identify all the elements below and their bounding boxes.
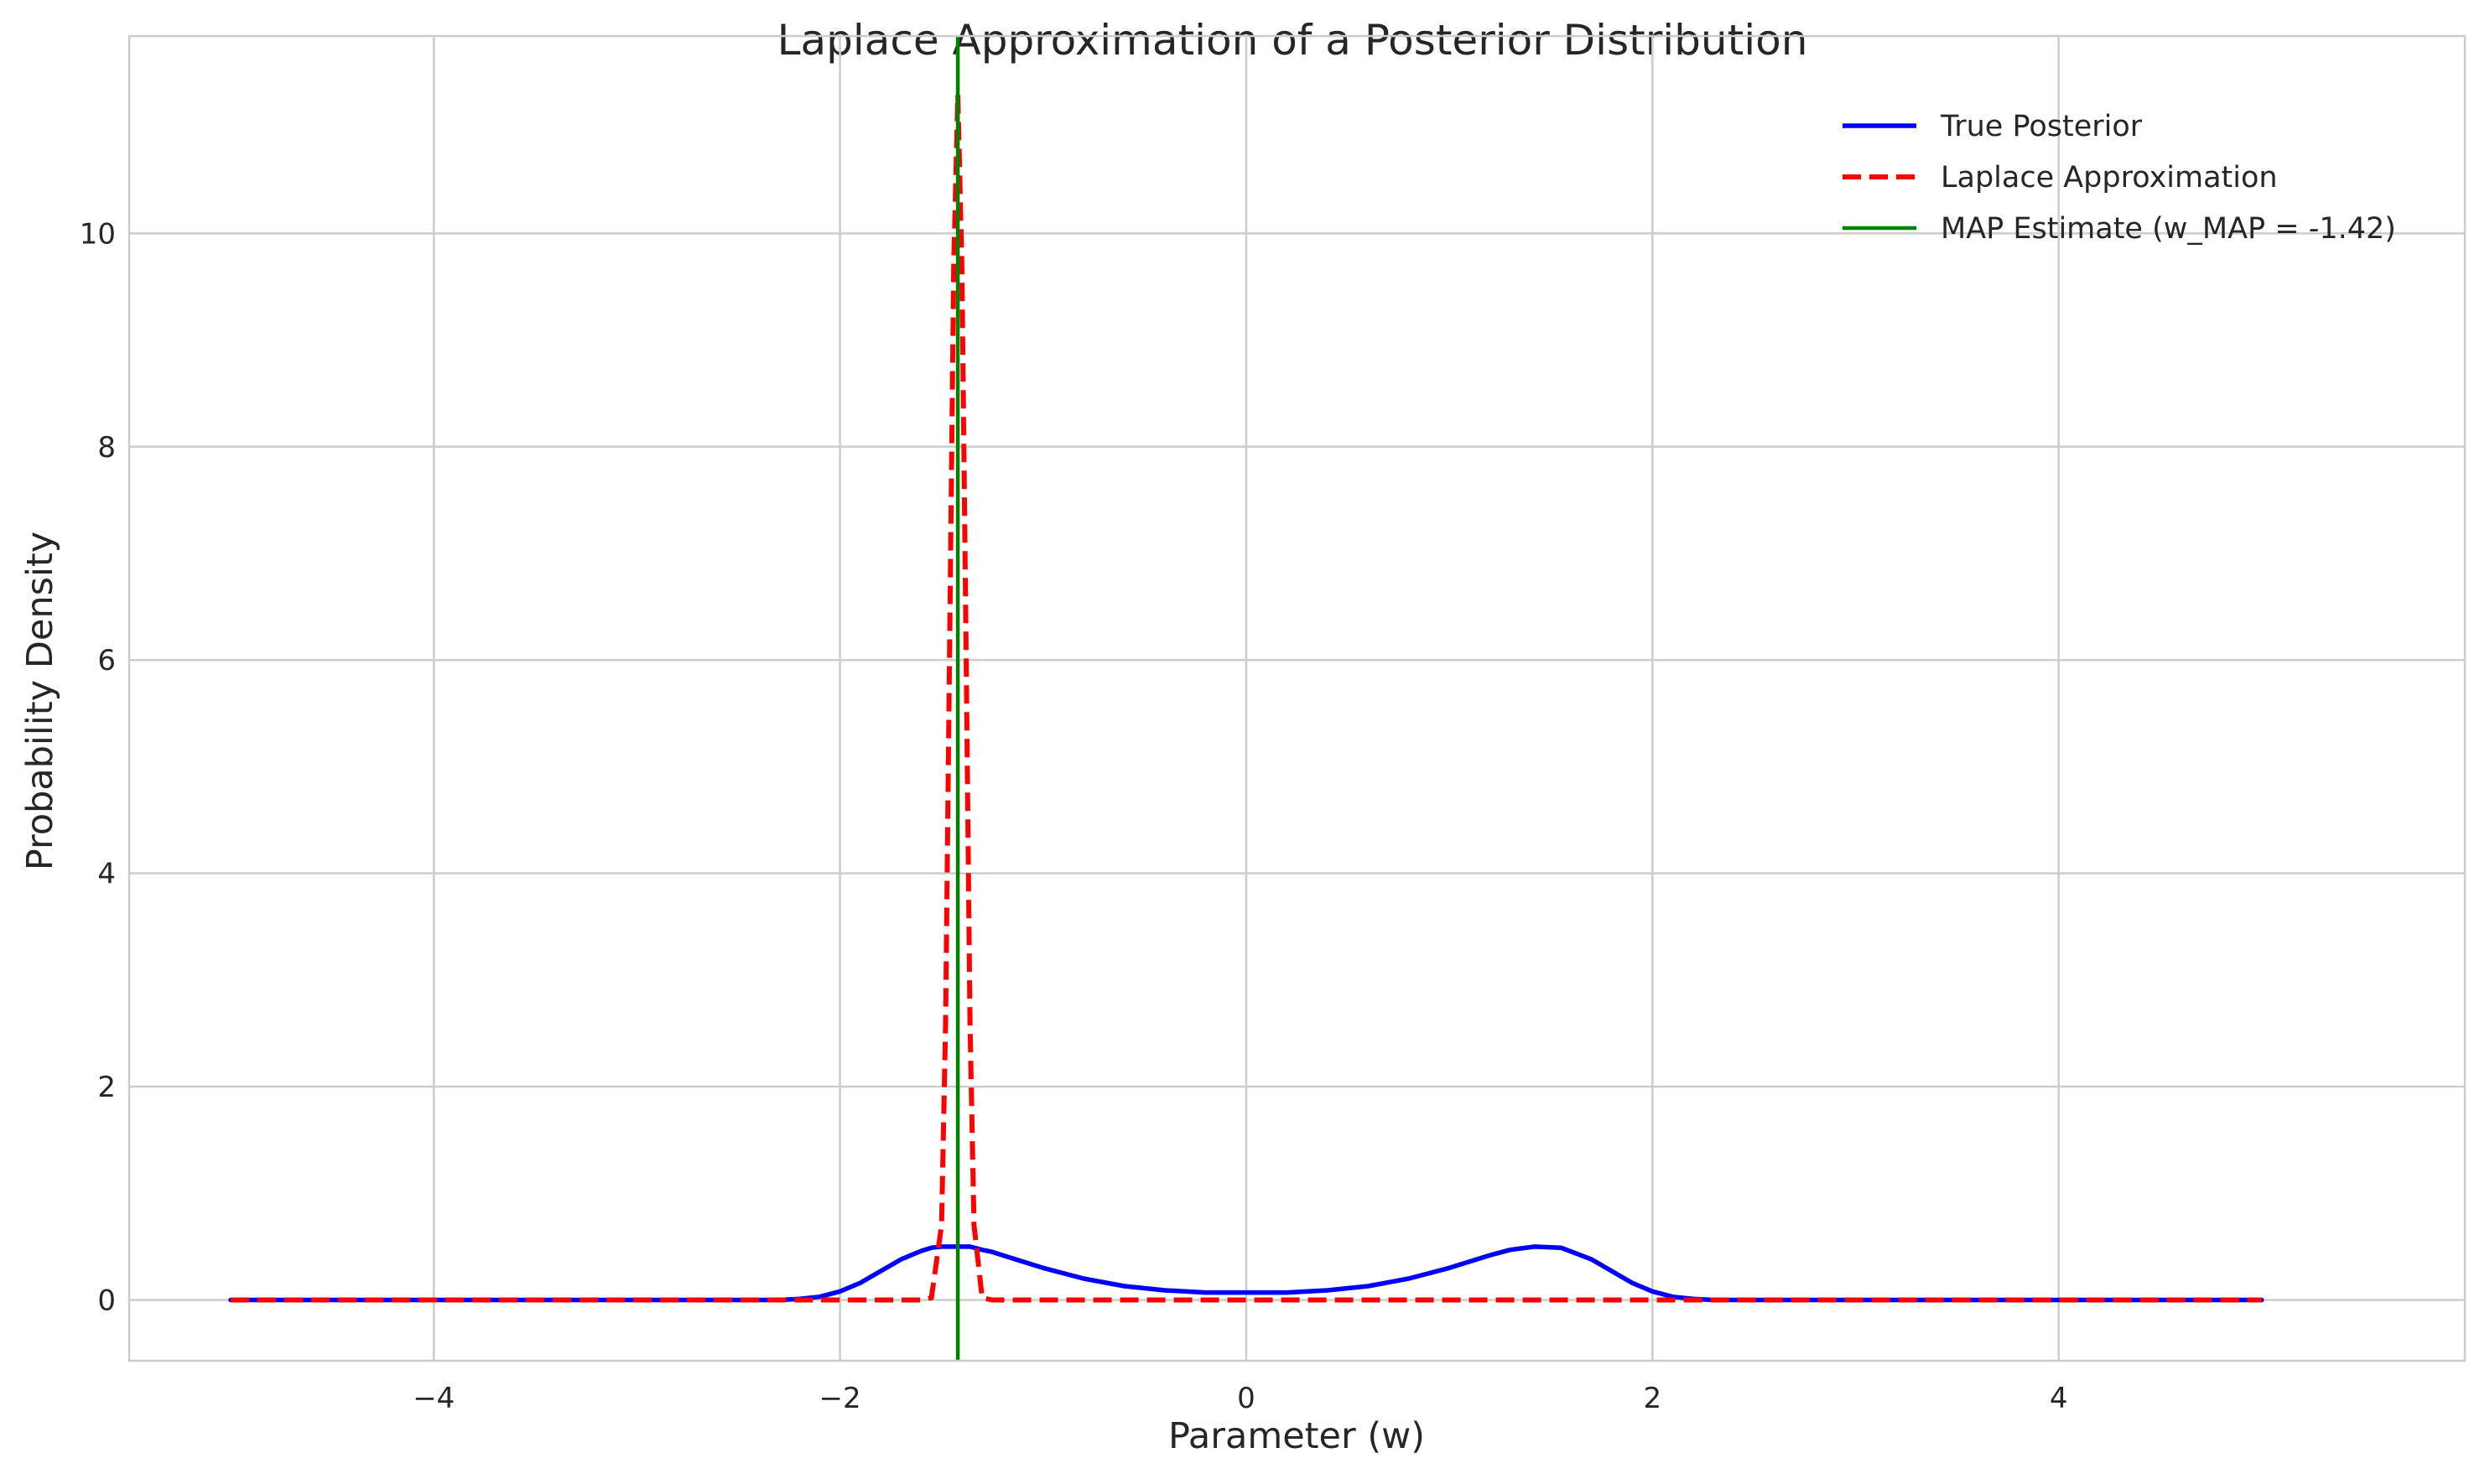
x-tick-label: 2 [1643,1382,1661,1415]
plot-frame [127,34,2467,1362]
series-layer [228,36,2264,1361]
x-tick-label: −4 [413,1382,455,1415]
legend-label: True Posterior [1940,110,2143,143]
chart-title: Laplace Approximation of a Posterior Dis… [777,16,1808,65]
x-axis-label: Parameter (w) [1168,1415,1425,1457]
y-axis-label: Probability Density [19,532,61,870]
x-tick-label: −2 [819,1382,861,1415]
legend-label: MAP Estimate (w_MAP = -1.42) [1941,212,2396,246]
x-tick-label: 4 [2050,1382,2068,1415]
y-tick-label: 6 [97,644,116,677]
legend-label: Laplace Approximation [1941,161,2278,195]
y-axis-ticks: 0 2 4 6 8 10 [80,217,116,1317]
y-tick-label: 0 [97,1284,116,1317]
y-tick-label: 10 [80,217,116,251]
legend: True Posterior Laplace Approximation MAP E… [1843,110,2396,246]
x-tick-label: 0 [1237,1382,1255,1415]
true-posterior-line [228,1244,2264,1303]
y-tick-label: 8 [97,431,116,464]
y-tick-label: 2 [97,1071,116,1104]
y-tick-label: 4 [97,858,116,891]
x-axis-ticks: −4 −2 0 2 4 [413,1382,2067,1415]
